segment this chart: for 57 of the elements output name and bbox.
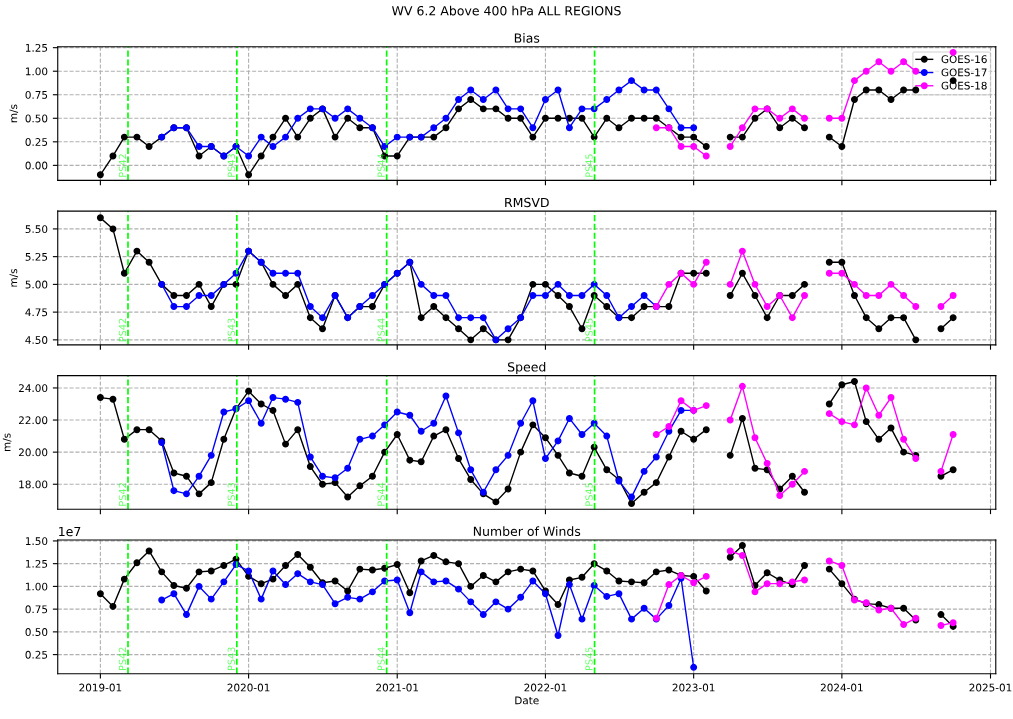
text: 1e7	[59, 526, 81, 537]
x-axis-title: Date	[515, 696, 539, 705]
ref-line-label: PS43	[227, 647, 235, 671]
x-tick-label: 2020-01	[227, 683, 270, 692]
ref-line-label: PS42	[118, 647, 127, 671]
ref-line-label: PS44	[377, 647, 385, 671]
x-tick-label: 2022-01	[524, 683, 567, 692]
x-tick-label: 2025-01	[969, 683, 1012, 692]
y-tick-label: 1.25	[25, 559, 48, 568]
chart-subtitle: Bias	[514, 33, 540, 43]
y-tick-label: 0.75	[25, 605, 48, 614]
chart-title: Number of Winds	[473, 526, 581, 537]
legend-label: GOES-16	[941, 55, 987, 64]
chart-title: Speed	[507, 361, 546, 375]
y-tick-label: 0.00	[25, 161, 48, 170]
ref-line-label: PS42	[118, 483, 127, 506]
x-tick-label: 2024-01	[820, 683, 863, 692]
y-tick-label: 0.50	[25, 114, 48, 123]
y-tick-label: 18.00	[19, 480, 48, 489]
y-tick-label: 0.50	[25, 628, 48, 636]
ref-line-label: PS42	[118, 318, 127, 342]
y-tick-label: 4.50	[25, 336, 48, 344]
ref-line-label: PS43	[227, 482, 235, 506]
chart-title: RMSVD	[505, 197, 549, 208]
y-axis-title: m/s	[2, 433, 12, 452]
legend-label: GOES-18	[941, 81, 987, 90]
x-tick-label: 2023-01	[672, 683, 715, 692]
ref-line-label: PS43	[227, 154, 235, 177]
ref-line-label: PS44	[377, 318, 385, 342]
y-tick-label: 0.25	[25, 138, 48, 146]
ref-line-label: PS45	[585, 154, 593, 177]
y-tick-label: 22.00	[18, 416, 48, 425]
y-tick-label: 0.75	[25, 90, 48, 99]
y-tick-label: 5.50	[25, 225, 48, 234]
y-axis-title: m/s	[9, 104, 19, 123]
x-tick-label: 2019-01	[79, 683, 122, 692]
y-tick-label: 1.00	[25, 582, 48, 591]
y-axis-title: m/s	[9, 268, 19, 287]
ref-line-label: PS45	[585, 318, 593, 342]
ref-line-label: PS44	[377, 482, 385, 506]
ref-line-label: PS43	[227, 318, 235, 342]
legend-label: GOES-17	[941, 68, 987, 77]
y-tick-label: 4.75	[25, 308, 48, 317]
y-tick-label: 5.00	[25, 280, 48, 289]
y-tick-label: 0.25	[25, 650, 48, 659]
y-tick-label: 5.25	[25, 252, 48, 261]
y-tick-label: 1.50	[25, 537, 48, 546]
chart-title: WV 6.2 Above 400 hPa ALL REGIONS	[392, 5, 621, 16]
ref-line-label: PS45	[585, 483, 593, 506]
ref-line-label: PS44	[377, 153, 385, 177]
y-tick-label: 1.25	[25, 43, 48, 52]
y-tick-label: 20.00	[18, 448, 48, 457]
ref-line-label: PS45	[585, 647, 593, 671]
y-tick-label: 24.00	[18, 384, 48, 393]
ref-line-label: PS42	[118, 154, 127, 177]
x-tick-label: 2021-01	[376, 683, 419, 692]
y-tick-label: 1.00	[25, 67, 48, 76]
